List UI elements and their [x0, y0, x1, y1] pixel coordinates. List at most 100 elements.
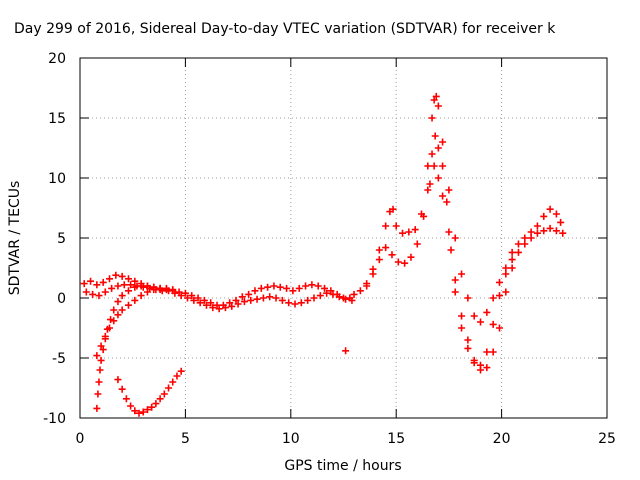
data-point	[342, 347, 350, 355]
data-point	[207, 299, 215, 307]
y-tick-label: 15	[48, 111, 66, 127]
data-point	[508, 248, 516, 256]
data-point	[451, 234, 459, 242]
data-point	[238, 293, 246, 301]
data-point	[82, 288, 90, 296]
y-tick-label: -5	[52, 351, 66, 367]
data-point	[257, 284, 265, 292]
data-point	[251, 287, 259, 295]
data-point	[413, 240, 421, 248]
data-point	[439, 162, 447, 170]
data-point	[495, 292, 503, 300]
data-point	[112, 271, 120, 279]
data-point	[276, 283, 284, 291]
data-point	[143, 288, 151, 296]
data-point	[540, 212, 548, 220]
series-track-b	[82, 281, 356, 313]
data-point	[96, 366, 104, 374]
data-point	[546, 224, 554, 232]
data-point	[533, 229, 541, 237]
data-point	[451, 276, 459, 284]
data-point	[169, 378, 177, 386]
data-point	[389, 205, 397, 213]
data-point	[304, 296, 312, 304]
y-tick-label: 10	[48, 171, 66, 187]
data-point	[131, 407, 139, 415]
data-point	[411, 226, 419, 234]
data-point	[106, 324, 114, 332]
data-point	[101, 332, 109, 340]
data-point	[127, 281, 135, 289]
data-point	[160, 390, 168, 398]
data-point	[127, 402, 135, 410]
data-point	[426, 180, 434, 188]
data-point	[458, 324, 466, 332]
ticks	[79, 57, 608, 419]
y-tick-label: -10	[43, 411, 66, 427]
data-point	[137, 282, 145, 290]
data-point	[291, 300, 299, 308]
data-point	[295, 284, 303, 292]
data-point	[173, 372, 181, 380]
data-point	[124, 275, 132, 283]
data-point	[245, 290, 253, 298]
data-point	[399, 229, 407, 237]
data-point	[445, 186, 453, 194]
data-point	[431, 132, 439, 140]
y-tick-label: 5	[57, 231, 66, 247]
x-tick-labels: 0 5 10 15 20 25	[76, 431, 616, 447]
data-point	[323, 289, 331, 297]
data-point	[196, 299, 204, 307]
data-point	[394, 258, 402, 266]
data-point	[247, 296, 255, 304]
data-point	[363, 282, 371, 290]
data-point	[514, 248, 522, 256]
data-point	[316, 292, 324, 300]
data-point	[240, 298, 248, 306]
data-point	[150, 286, 158, 294]
data-point	[171, 289, 179, 297]
x-tick-label: 15	[387, 431, 405, 447]
data-point	[148, 403, 156, 411]
data-point	[89, 290, 97, 298]
data-point	[118, 292, 126, 300]
data-point	[470, 359, 478, 367]
data-point	[424, 162, 432, 170]
grid	[80, 58, 607, 418]
data-point	[477, 361, 485, 369]
data-point	[527, 228, 535, 236]
data-point	[213, 301, 221, 309]
data-point	[430, 96, 438, 104]
data-point	[392, 222, 400, 230]
y-tick-label: 20	[48, 51, 66, 67]
data-point	[321, 284, 329, 292]
data-point	[329, 290, 337, 298]
data-point	[458, 270, 466, 278]
data-point	[327, 287, 335, 295]
data-point	[401, 259, 409, 267]
data-point	[143, 282, 151, 290]
data-point	[135, 409, 143, 417]
data-point	[221, 304, 229, 312]
series-track-f	[342, 92, 565, 355]
data-point	[283, 284, 291, 292]
data-point	[559, 229, 567, 237]
data-point	[202, 301, 210, 309]
y-axis-label: SDTVAR / TECUs	[7, 181, 23, 296]
chart-title: Day 299 of 2016, Sidereal Day-to-day VTE…	[14, 21, 556, 37]
data-point	[122, 395, 130, 403]
data-point	[118, 306, 126, 314]
data-point	[464, 344, 472, 352]
data-point	[156, 284, 164, 292]
data-point	[131, 283, 139, 291]
data-point	[458, 312, 466, 320]
data-point	[175, 288, 183, 296]
data-point	[152, 400, 160, 408]
data-point	[181, 289, 189, 297]
data-point	[428, 150, 436, 158]
data-point	[495, 324, 503, 332]
x-axis-label: GPS time / hours	[284, 458, 401, 474]
series-track-d	[93, 284, 177, 360]
data-point	[190, 296, 198, 304]
